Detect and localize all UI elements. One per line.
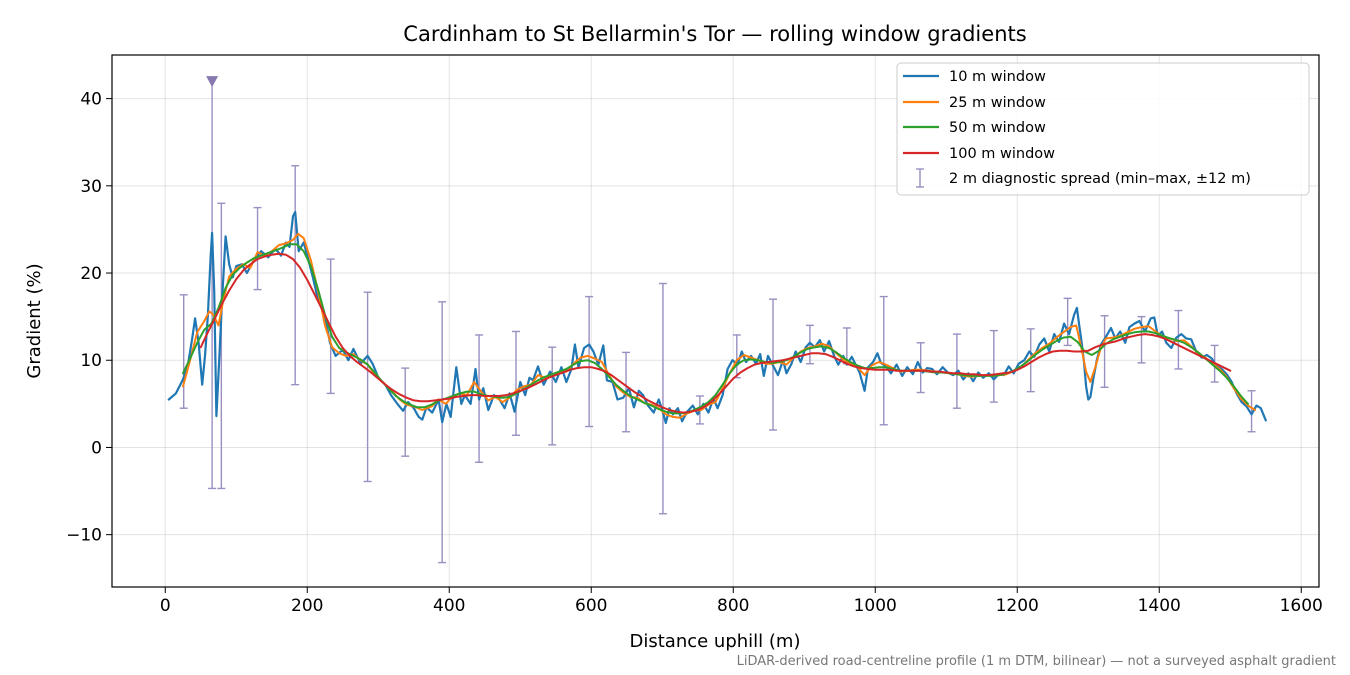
legend-label: 2 m diagnostic spread (min–max, ±12 m)	[949, 171, 1251, 187]
legend-label: 25 m window	[949, 95, 1046, 111]
legend-box	[896, 62, 1310, 196]
x-tick-label: 1000	[854, 596, 897, 616]
y-axis-label: Gradient (%)	[24, 263, 45, 378]
x-tick-label: 0	[160, 596, 171, 616]
x-tick-label: 1200	[996, 596, 1039, 616]
y-tick-label: 30	[80, 177, 102, 197]
chart-title: Cardinham to St Bellarmin's Tor — rollin…	[403, 22, 1026, 46]
series-line-50-m-window	[182, 243, 1249, 415]
footnote: LiDAR-derived road-centreline profile (1…	[737, 654, 1336, 669]
y-axis-ticks: −10 0 10 20 30 40	[66, 90, 112, 546]
x-tick-label: 200	[291, 596, 323, 616]
legend: 10 m window 25 m window 50 m window 100 m w…	[896, 62, 1310, 196]
series-line-10-m-window	[167, 210, 1267, 425]
legend-label: 10 m window	[949, 69, 1046, 85]
y-tick-label: 10	[80, 351, 102, 371]
clipped-value-marker	[206, 76, 219, 88]
y-tick-label: −10	[66, 526, 102, 546]
y-tick-label: 40	[80, 90, 102, 110]
x-axis-label: Distance uphill (m)	[630, 631, 801, 652]
x-tick-label: 1400	[1138, 596, 1181, 616]
x-tick-label: 600	[575, 596, 607, 616]
series-line-100-m-window	[199, 252, 1232, 414]
y-tick-label: 0	[91, 438, 102, 458]
y-tick-label: 20	[80, 264, 102, 284]
plot-frame	[111, 54, 1320, 588]
legend-label: 100 m window	[949, 146, 1055, 162]
x-tick-label: 400	[433, 596, 465, 616]
x-axis-ticks: 0 200 400 600 800 1000 1200 1400 1600	[160, 587, 1323, 616]
x-tick-label: 1600	[1280, 596, 1323, 616]
legend-label: 50 m window	[949, 120, 1046, 136]
clipped-markers	[206, 76, 219, 88]
x-tick-label: 800	[717, 596, 749, 616]
series-lines	[167, 210, 1267, 425]
